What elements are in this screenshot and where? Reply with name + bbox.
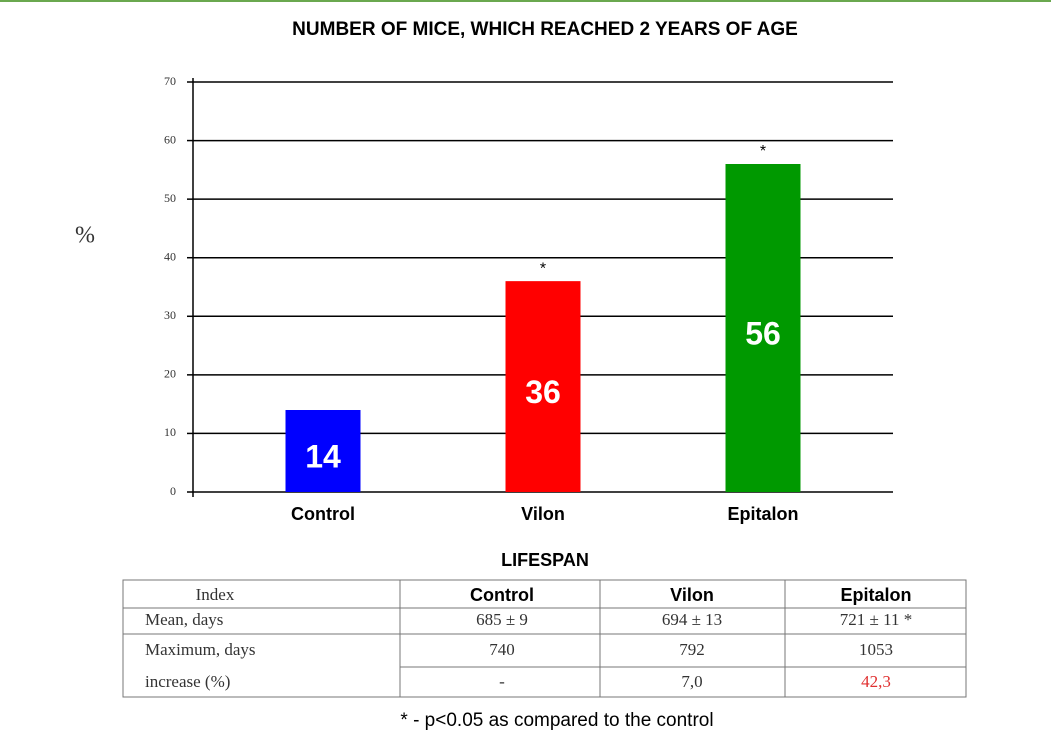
table-cell: -	[499, 672, 505, 691]
table-cell: 694 ± 13	[662, 610, 722, 629]
table-header: Epitalon	[841, 585, 912, 605]
table-header: Index	[196, 585, 235, 604]
footnote: * - p<0.05 as compared to the control	[400, 710, 713, 731]
y-axis-label: %	[75, 223, 95, 249]
chart-title: NUMBER OF MICE, WHICH REACHED 2 YEARS OF…	[292, 19, 798, 40]
table-cell: 1053	[859, 640, 893, 659]
table-header: Vilon	[670, 585, 714, 605]
bar	[725, 164, 801, 492]
table-cell: 792	[679, 640, 705, 659]
significance-mark: *	[540, 260, 546, 277]
y-tick-label: 40	[164, 249, 176, 263]
table-cell: Mean, days	[145, 610, 223, 629]
table-border	[122, 579, 967, 698]
table-cell: Maximum, days	[145, 640, 256, 659]
table-cell: 7,0	[681, 672, 702, 691]
y-tick-label: 50	[164, 191, 176, 205]
table-cell: 685 ± 9	[476, 610, 528, 629]
x-tick-label: Control	[291, 504, 355, 524]
table-title: LIFESPAN	[501, 550, 589, 570]
y-tick-label: 0	[170, 484, 176, 498]
y-tick-label: 30	[164, 308, 176, 322]
value-label: 56	[745, 315, 781, 351]
bar	[285, 410, 361, 492]
table-cell: increase (%)	[145, 672, 230, 691]
x-tick-label: Vilon	[521, 504, 565, 524]
x-tick-label: Epitalon	[728, 504, 799, 524]
table-header: Control	[470, 585, 534, 605]
table-cell: 42,3	[861, 672, 891, 691]
table	[122, 579, 967, 698]
value-label: 36	[525, 374, 561, 410]
y-tick-label: 70	[164, 74, 176, 88]
y-tick-label: 60	[164, 132, 176, 146]
table-cell: 721 ± 11 *	[840, 610, 912, 629]
value-label: 14	[305, 438, 341, 474]
bar	[505, 281, 581, 492]
table-cell: 740	[489, 640, 515, 659]
significance-mark: *	[760, 143, 766, 160]
y-tick-label: 20	[164, 367, 176, 381]
y-tick-label: 10	[164, 425, 176, 439]
